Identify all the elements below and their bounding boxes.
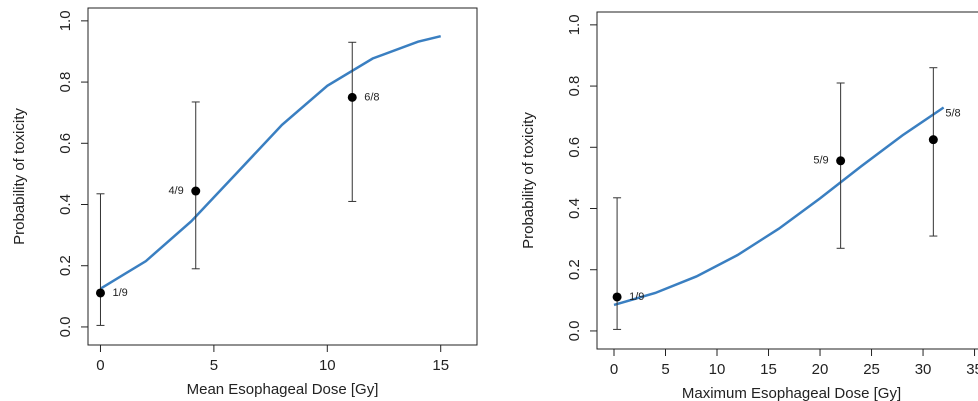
x-tick-label: 25 xyxy=(863,361,880,378)
fit-curve xyxy=(99,34,442,290)
y-tick-label: 0.2 xyxy=(57,255,74,276)
y-tick-label: 0.4 xyxy=(566,198,583,219)
plot-frame xyxy=(87,7,478,346)
data-label: 6/8 xyxy=(364,91,379,103)
point xyxy=(612,292,622,302)
x-axis-label: Mean Esophageal Dose [Gy] xyxy=(187,381,379,398)
data-label: 4/9 xyxy=(168,185,183,197)
x-tick-label: 35 xyxy=(966,361,978,378)
y-tick-label: 0.2 xyxy=(566,259,583,280)
x-tick-label: 0 xyxy=(96,357,104,374)
chart: 0 5 10 15 20 25 30 35 0.0 0.2 0.4 0.6 0.8 1.0 Maximum … xyxy=(520,11,978,401)
data-label: 1/9 xyxy=(629,291,644,303)
plot-frame xyxy=(596,11,978,350)
y-tick-label: 0.8 xyxy=(57,72,74,93)
y-tick-label: 0.6 xyxy=(57,133,74,154)
point xyxy=(95,288,105,298)
point xyxy=(347,92,357,102)
y-tick-label: 1.0 xyxy=(57,10,74,31)
x-tick-label: 15 xyxy=(760,361,777,378)
y-tick-label: 0.0 xyxy=(566,321,583,342)
x-tick-label: 20 xyxy=(812,361,829,378)
y-tick-label: 0.6 xyxy=(566,137,583,158)
x-tick-label: 5 xyxy=(661,361,669,378)
point xyxy=(836,156,846,166)
chart: 0 5 10 15 0.0 0.2 0.4 0.6 0.8 1.0 Mean Esophageal … xyxy=(11,7,478,398)
y-tick-label: 1.0 xyxy=(566,14,583,35)
y-tick-label: 0.0 xyxy=(57,317,74,338)
y-axis-label: Probability of toxicity xyxy=(520,112,537,249)
point xyxy=(191,186,201,196)
x-tick-label: 10 xyxy=(709,361,726,378)
x-axis-label: Maximum Esophageal Dose [Gy] xyxy=(682,385,901,401)
fit-curve xyxy=(613,106,945,307)
y-tick-label: 0.8 xyxy=(566,76,583,97)
y-tick-label: 0.4 xyxy=(57,194,74,215)
y-axis-label: Probability of toxicity xyxy=(11,108,28,245)
point xyxy=(928,135,938,145)
data-label: 5/8 xyxy=(945,108,960,120)
x-tick-label: 10 xyxy=(319,357,336,374)
x-tick-label: 30 xyxy=(915,361,932,378)
x-tick-label: 15 xyxy=(432,357,449,374)
data-label: 5/9 xyxy=(813,155,828,167)
data-label: 1/9 xyxy=(112,287,127,299)
x-tick-label: 5 xyxy=(210,357,218,374)
x-tick-label: 0 xyxy=(610,361,618,378)
